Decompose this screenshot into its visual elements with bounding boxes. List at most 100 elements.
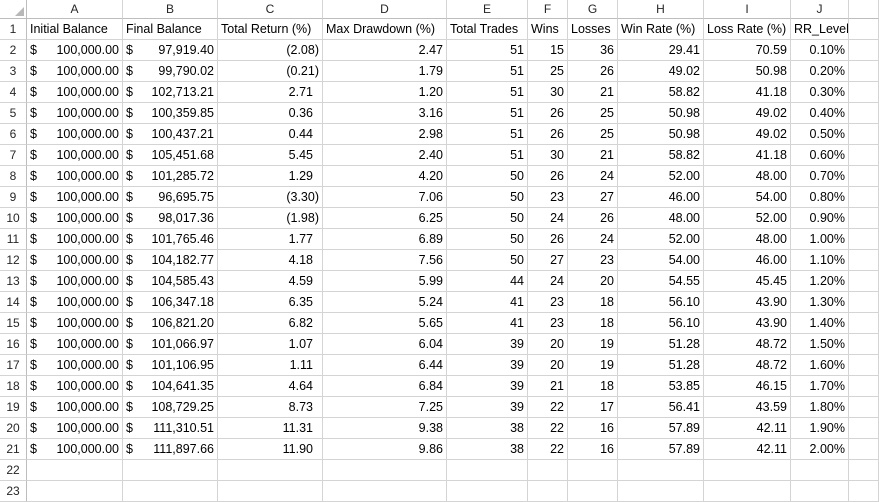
- cell-h11[interactable]: 52.00: [618, 229, 704, 250]
- cell-empty-filler[interactable]: [849, 439, 879, 460]
- cell-a11[interactable]: $100,000.00: [27, 229, 123, 250]
- cell-h12[interactable]: 54.00: [618, 250, 704, 271]
- cell-f6[interactable]: 26: [528, 124, 568, 145]
- cell-e20[interactable]: 38: [447, 418, 528, 439]
- cell-a18[interactable]: $100,000.00: [27, 376, 123, 397]
- cell-e22[interactable]: [447, 460, 528, 481]
- cell-h22[interactable]: [618, 460, 704, 481]
- cell-b18[interactable]: $104,641.35: [123, 376, 218, 397]
- column-header-c[interactable]: C: [218, 0, 323, 19]
- cell-empty-filler[interactable]: [849, 229, 879, 250]
- cell-i18[interactable]: 46.15: [704, 376, 791, 397]
- cell-d4[interactable]: 1.20: [323, 82, 447, 103]
- cell-c10[interactable]: (1.98): [218, 208, 323, 229]
- cell-h9[interactable]: 46.00: [618, 187, 704, 208]
- cell-d9[interactable]: 7.06: [323, 187, 447, 208]
- cell-d5[interactable]: 3.16: [323, 103, 447, 124]
- row-header-8[interactable]: 8: [0, 166, 27, 187]
- cell-h18[interactable]: 53.85: [618, 376, 704, 397]
- cell-i8[interactable]: 48.00: [704, 166, 791, 187]
- cell-c22[interactable]: [218, 460, 323, 481]
- cell-empty-filler[interactable]: [849, 40, 879, 61]
- cell-c17[interactable]: 1.11: [218, 355, 323, 376]
- cell-c5[interactable]: 0.36: [218, 103, 323, 124]
- cell-f18[interactable]: 21: [528, 376, 568, 397]
- row-header-21[interactable]: 21: [0, 439, 27, 460]
- cell-j8[interactable]: 0.70%: [791, 166, 849, 187]
- cell-g6[interactable]: 25: [568, 124, 618, 145]
- cell-e6[interactable]: 51: [447, 124, 528, 145]
- cell-b10[interactable]: $98,017.36: [123, 208, 218, 229]
- cell-j18[interactable]: 1.70%: [791, 376, 849, 397]
- header-cell-j[interactable]: RR_Level: [791, 19, 849, 40]
- cell-e16[interactable]: 39: [447, 334, 528, 355]
- cell-a15[interactable]: $100,000.00: [27, 313, 123, 334]
- cell-h14[interactable]: 56.10: [618, 292, 704, 313]
- cell-d11[interactable]: 6.89: [323, 229, 447, 250]
- cell-e14[interactable]: 41: [447, 292, 528, 313]
- cell-g20[interactable]: 16: [568, 418, 618, 439]
- cell-a5[interactable]: $100,000.00: [27, 103, 123, 124]
- cell-g10[interactable]: 26: [568, 208, 618, 229]
- cell-b13[interactable]: $104,585.43: [123, 271, 218, 292]
- cell-f10[interactable]: 24: [528, 208, 568, 229]
- select-all-corner[interactable]: [0, 0, 27, 19]
- cell-b23[interactable]: [123, 481, 218, 502]
- cell-i5[interactable]: 49.02: [704, 103, 791, 124]
- cell-a16[interactable]: $100,000.00: [27, 334, 123, 355]
- cell-c2[interactable]: (2.08): [218, 40, 323, 61]
- cell-empty-filler[interactable]: [849, 166, 879, 187]
- cell-e5[interactable]: 51: [447, 103, 528, 124]
- cell-d17[interactable]: 6.44: [323, 355, 447, 376]
- cell-f20[interactable]: 22: [528, 418, 568, 439]
- column-header-d[interactable]: D: [323, 0, 447, 19]
- cell-d13[interactable]: 5.99: [323, 271, 447, 292]
- cell-c8[interactable]: 1.29: [218, 166, 323, 187]
- cell-i10[interactable]: 52.00: [704, 208, 791, 229]
- row-header-7[interactable]: 7: [0, 145, 27, 166]
- cell-b2[interactable]: $97,919.40: [123, 40, 218, 61]
- cell-f16[interactable]: 20: [528, 334, 568, 355]
- header-cell-b[interactable]: Final Balance: [123, 19, 218, 40]
- cell-b5[interactable]: $100,359.85: [123, 103, 218, 124]
- cell-e15[interactable]: 41: [447, 313, 528, 334]
- cell-g12[interactable]: 23: [568, 250, 618, 271]
- cell-empty-filler[interactable]: [849, 19, 879, 40]
- cell-g5[interactable]: 25: [568, 103, 618, 124]
- cell-a17[interactable]: $100,000.00: [27, 355, 123, 376]
- cell-empty-filler[interactable]: [849, 418, 879, 439]
- cell-h17[interactable]: 51.28: [618, 355, 704, 376]
- cell-d10[interactable]: 6.25: [323, 208, 447, 229]
- cell-j16[interactable]: 1.50%: [791, 334, 849, 355]
- cell-empty-filler[interactable]: [849, 103, 879, 124]
- cell-j13[interactable]: 1.20%: [791, 271, 849, 292]
- cell-g3[interactable]: 26: [568, 61, 618, 82]
- cell-c15[interactable]: 6.82: [218, 313, 323, 334]
- cell-a7[interactable]: $100,000.00: [27, 145, 123, 166]
- row-header-17[interactable]: 17: [0, 355, 27, 376]
- cell-f15[interactable]: 23: [528, 313, 568, 334]
- cell-f7[interactable]: 30: [528, 145, 568, 166]
- cell-i21[interactable]: 42.11: [704, 439, 791, 460]
- cell-a14[interactable]: $100,000.00: [27, 292, 123, 313]
- cell-c21[interactable]: 11.90: [218, 439, 323, 460]
- row-header-13[interactable]: 13: [0, 271, 27, 292]
- cell-j17[interactable]: 1.60%: [791, 355, 849, 376]
- cell-a10[interactable]: $100,000.00: [27, 208, 123, 229]
- header-cell-c[interactable]: Total Return (%): [218, 19, 323, 40]
- cell-e3[interactable]: 51: [447, 61, 528, 82]
- cell-a21[interactable]: $100,000.00: [27, 439, 123, 460]
- cell-j6[interactable]: 0.50%: [791, 124, 849, 145]
- row-header-22[interactable]: 22: [0, 460, 27, 481]
- cell-a9[interactable]: $100,000.00: [27, 187, 123, 208]
- cell-c23[interactable]: [218, 481, 323, 502]
- cell-b9[interactable]: $96,695.75: [123, 187, 218, 208]
- cell-a8[interactable]: $100,000.00: [27, 166, 123, 187]
- row-header-18[interactable]: 18: [0, 376, 27, 397]
- cell-b4[interactable]: $102,713.21: [123, 82, 218, 103]
- cell-e23[interactable]: [447, 481, 528, 502]
- cell-i6[interactable]: 49.02: [704, 124, 791, 145]
- cell-e10[interactable]: 50: [447, 208, 528, 229]
- cell-h20[interactable]: 57.89: [618, 418, 704, 439]
